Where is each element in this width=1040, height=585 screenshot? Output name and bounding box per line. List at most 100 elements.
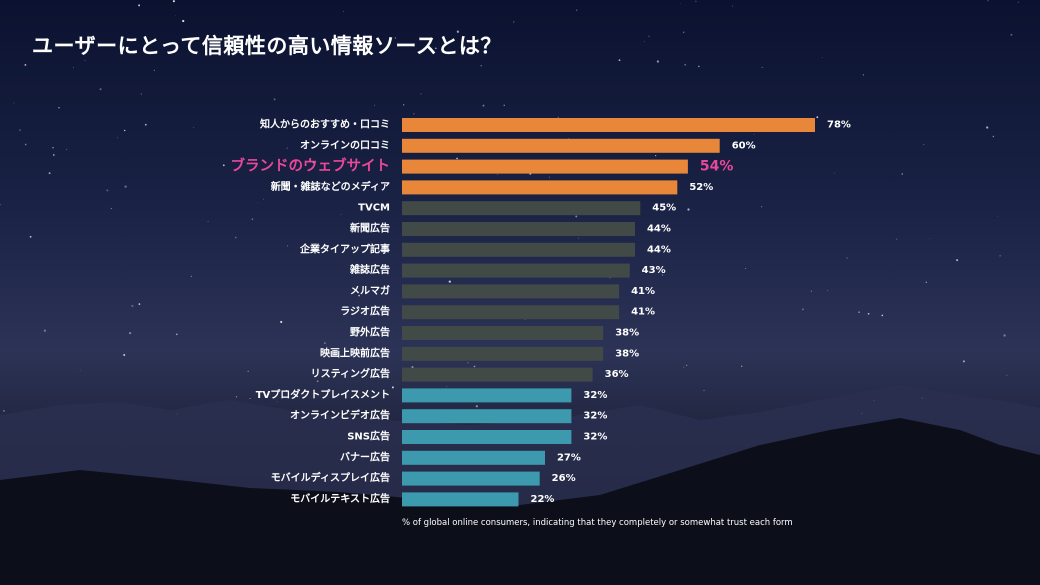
star bbox=[234, 236, 237, 239]
star bbox=[858, 311, 860, 313]
star bbox=[138, 4, 141, 7]
star bbox=[190, 275, 192, 277]
star bbox=[867, 312, 870, 315]
star bbox=[116, 137, 118, 139]
star bbox=[131, 304, 134, 308]
star bbox=[1006, 374, 1008, 376]
star bbox=[193, 127, 195, 129]
star bbox=[686, 364, 688, 366]
star bbox=[683, 366, 685, 368]
star bbox=[810, 290, 812, 292]
star bbox=[144, 123, 147, 126]
star bbox=[352, 43, 355, 45]
value-label: 52% bbox=[689, 182, 713, 193]
star bbox=[821, 56, 823, 58]
star bbox=[929, 238, 931, 240]
bar bbox=[402, 305, 620, 320]
bar bbox=[402, 492, 519, 507]
bar bbox=[402, 222, 635, 236]
star bbox=[316, 380, 319, 383]
category-label: リスティング広告 bbox=[311, 367, 390, 380]
chart-rows: 知人からのおすすめ・口コミ 78% オンラインの口コミ 60% ブランドのウェブサイト 5… bbox=[231, 118, 851, 507]
star bbox=[456, 157, 458, 160]
star bbox=[473, 365, 476, 368]
value-label: 78% bbox=[827, 120, 851, 131]
bar bbox=[402, 118, 815, 132]
star bbox=[1003, 334, 1006, 337]
star bbox=[3, 410, 5, 412]
star bbox=[235, 396, 238, 398]
star bbox=[962, 360, 965, 363]
value-label: 36% bbox=[605, 369, 629, 380]
star bbox=[24, 143, 27, 146]
star bbox=[48, 172, 51, 175]
star bbox=[881, 314, 884, 317]
page-title: ユーザーにとって信頼性の高い情報ソースとは？ bbox=[32, 34, 502, 58]
value-label: 38% bbox=[615, 328, 639, 339]
star bbox=[684, 63, 687, 66]
bar bbox=[402, 346, 604, 361]
value-label: 41% bbox=[631, 286, 655, 297]
category-label: メルマガ bbox=[350, 284, 390, 297]
star bbox=[153, 69, 155, 71]
value-label: 44% bbox=[647, 244, 671, 255]
star bbox=[656, 60, 660, 63]
star bbox=[956, 259, 959, 262]
star bbox=[496, 173, 498, 175]
star bbox=[801, 308, 804, 311]
star bbox=[29, 235, 32, 238]
star bbox=[286, 147, 288, 149]
star bbox=[19, 129, 21, 131]
category-label: 雑誌広告 bbox=[349, 263, 390, 276]
star bbox=[358, 294, 360, 297]
star bbox=[816, 116, 819, 119]
value-label: 32% bbox=[583, 432, 607, 443]
star bbox=[1017, 1, 1019, 3]
star bbox=[862, 74, 865, 76]
category-label: SNS広告 bbox=[347, 430, 390, 443]
bar bbox=[402, 180, 678, 195]
star bbox=[99, 88, 102, 91]
star bbox=[285, 389, 288, 392]
star bbox=[374, 104, 376, 106]
value-label: 60% bbox=[732, 140, 756, 151]
bar bbox=[402, 284, 620, 299]
value-label: 27% bbox=[557, 452, 581, 463]
value-label: 32% bbox=[583, 411, 607, 422]
category-label: ラジオ広告 bbox=[340, 305, 390, 318]
star bbox=[124, 129, 126, 132]
star bbox=[648, 35, 650, 37]
star bbox=[24, 63, 27, 66]
star bbox=[79, 369, 81, 371]
star bbox=[420, 93, 422, 95]
star bbox=[365, 146, 367, 148]
star bbox=[43, 329, 47, 332]
bar bbox=[402, 430, 572, 444]
star bbox=[576, 9, 578, 11]
star bbox=[106, 189, 109, 192]
category-label: TVプロダクトプレイスメント bbox=[256, 388, 390, 401]
star bbox=[123, 353, 126, 357]
star bbox=[434, 47, 437, 50]
star bbox=[467, 362, 469, 364]
star bbox=[482, 104, 485, 107]
star bbox=[698, 65, 700, 68]
bar bbox=[402, 388, 572, 403]
star bbox=[358, 264, 360, 266]
star bbox=[175, 333, 178, 336]
star bbox=[277, 401, 278, 403]
star bbox=[84, 59, 86, 61]
category-label: 映画上映前広告 bbox=[320, 346, 390, 359]
value-label: 54% bbox=[700, 159, 734, 175]
star bbox=[249, 397, 251, 400]
star bbox=[923, 144, 925, 146]
star bbox=[680, 2, 681, 4]
bar bbox=[402, 263, 630, 278]
star bbox=[761, 206, 763, 208]
star bbox=[761, 66, 763, 68]
star bbox=[503, 104, 505, 106]
star bbox=[999, 255, 1001, 257]
star bbox=[394, 37, 397, 39]
value-label: 22% bbox=[530, 494, 554, 505]
category-label: ブランドのウェブサイト bbox=[231, 157, 391, 175]
